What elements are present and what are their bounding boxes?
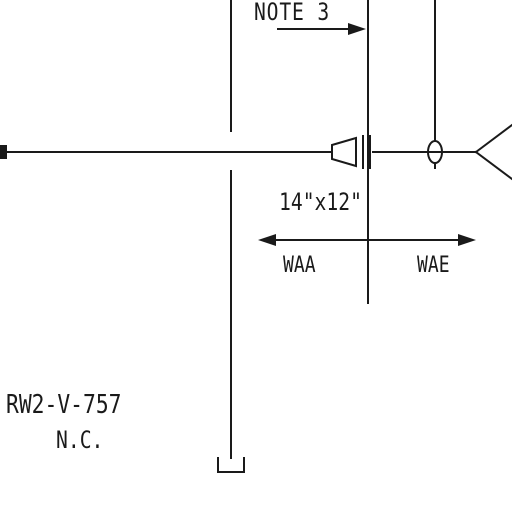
zone-arrowhead-right: [458, 234, 476, 246]
note-reference-label: NOTE 3: [254, 0, 331, 26]
zone-right-label: WAE: [417, 253, 450, 278]
valve-state-label: N.C.: [56, 426, 104, 454]
pipe-end-block: [0, 145, 7, 159]
branch-lower: [474, 150, 512, 181]
note-arrowhead: [348, 23, 366, 35]
zone-left-label: WAA: [283, 253, 316, 278]
zone-arrowhead-left: [258, 234, 276, 246]
reducer-symbol: [331, 136, 357, 168]
branch-upper: [474, 123, 512, 154]
valve-tag-label: RW2-V-757: [6, 390, 122, 420]
pipe-end-cap: [217, 457, 245, 473]
pipe-size-label: 14"x12": [279, 188, 362, 216]
